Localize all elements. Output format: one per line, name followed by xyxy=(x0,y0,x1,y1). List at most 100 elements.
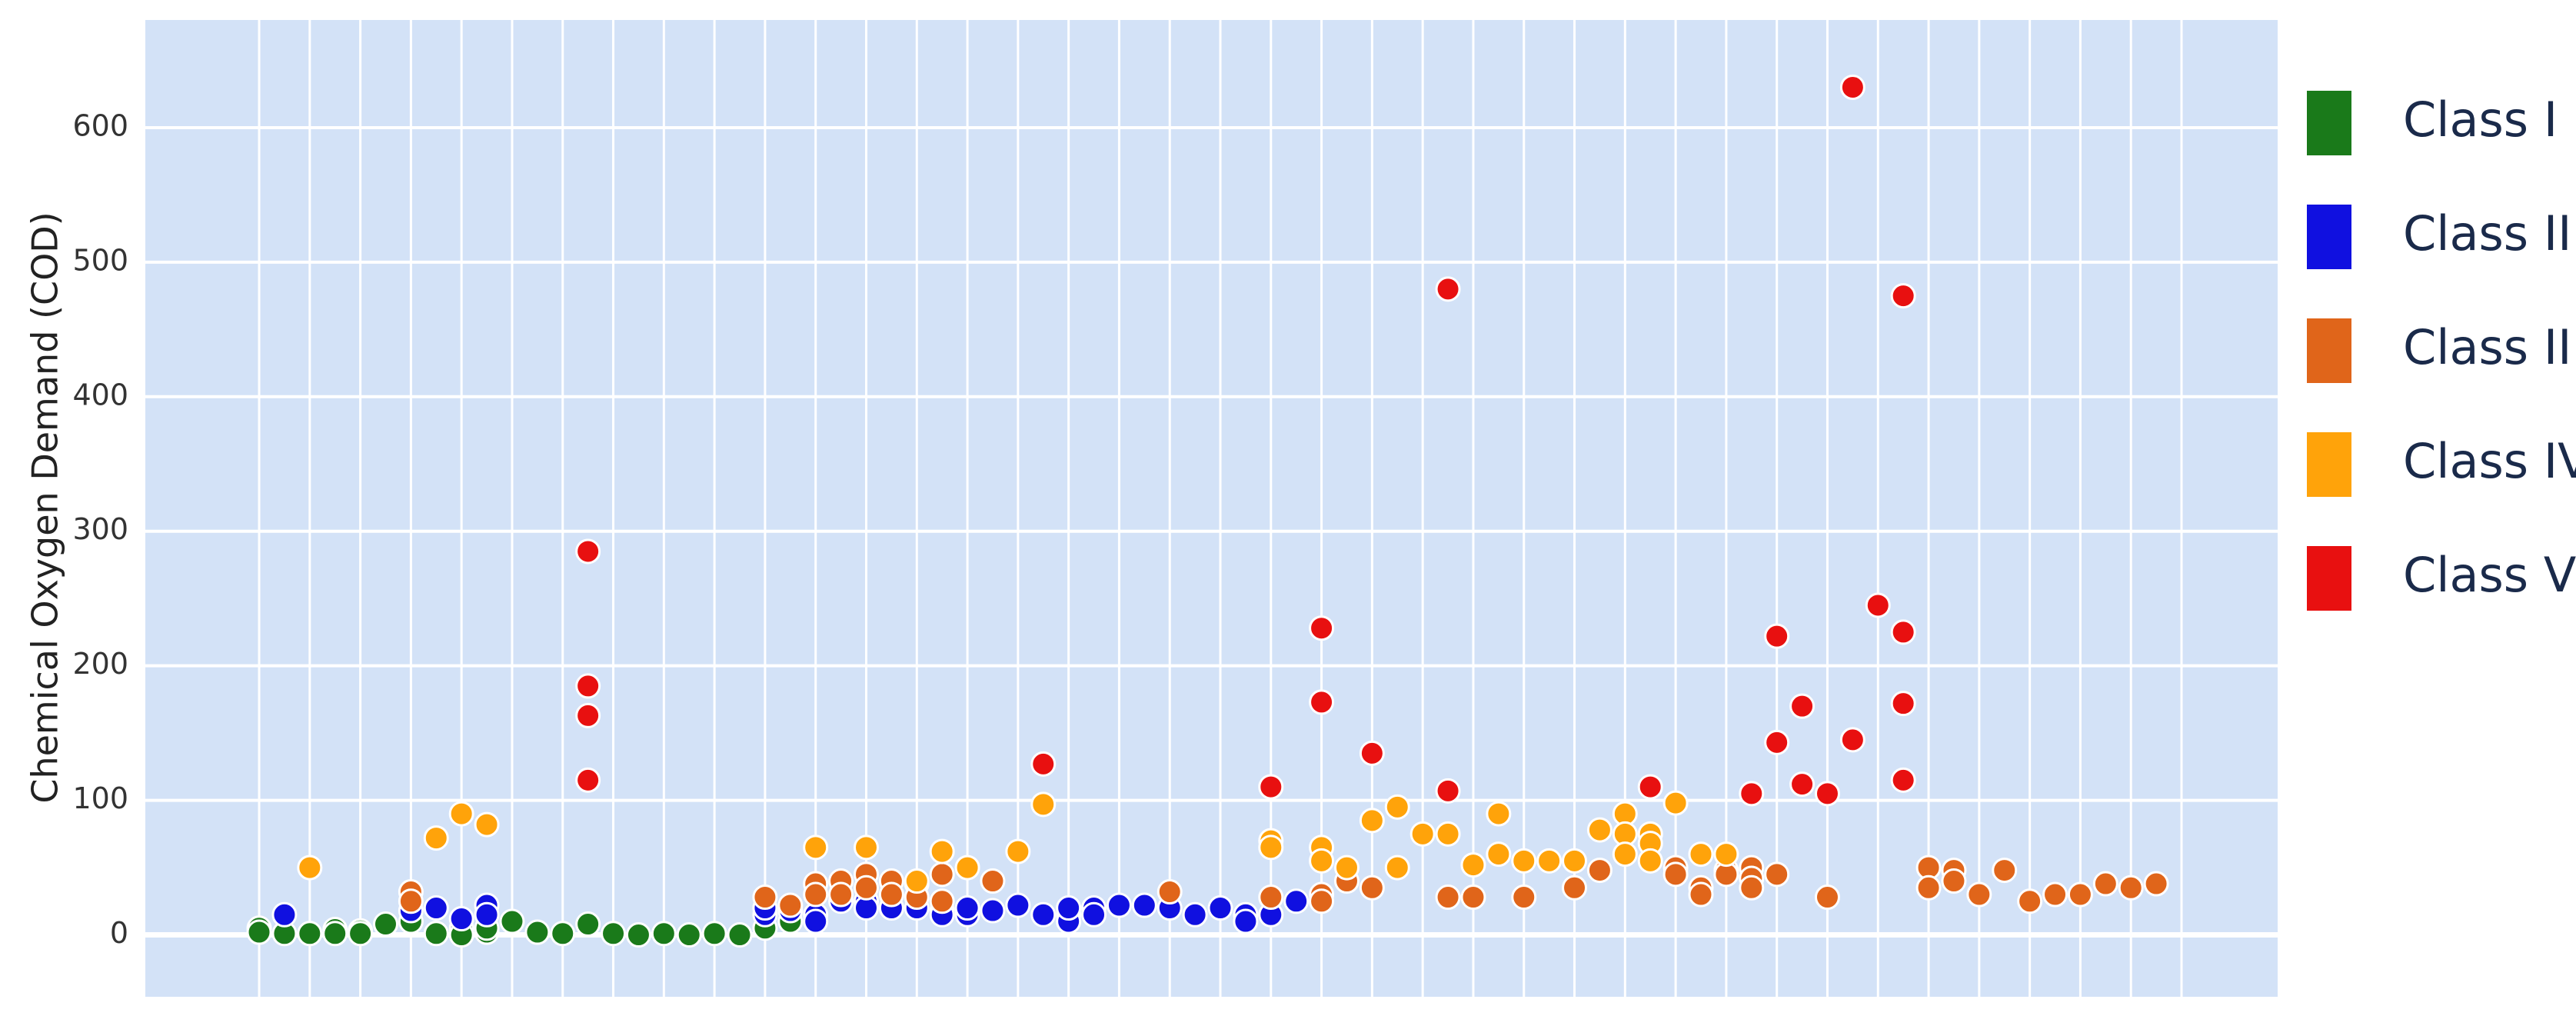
data-point xyxy=(575,767,601,793)
data-point xyxy=(575,702,601,728)
data-point xyxy=(2092,871,2118,897)
data-point xyxy=(1511,848,1537,874)
data-point xyxy=(651,921,677,947)
data-point xyxy=(1030,901,1057,928)
data-point xyxy=(1814,884,1840,911)
data-point xyxy=(929,861,955,888)
data-point xyxy=(1839,727,1865,753)
legend-label: Class IV xyxy=(2403,433,2576,489)
data-point xyxy=(2042,881,2068,908)
data-point xyxy=(1030,791,1057,818)
data-point xyxy=(1435,778,1461,804)
data-point xyxy=(1258,774,1284,800)
data-point xyxy=(1157,879,1183,905)
y-tick-label: 400 xyxy=(72,378,128,411)
data-point xyxy=(1384,854,1410,881)
data-point xyxy=(423,921,449,947)
data-point xyxy=(1005,838,1031,864)
data-point xyxy=(2143,871,2169,897)
data-point xyxy=(1612,841,1638,868)
data-point xyxy=(1713,841,1739,868)
data-point xyxy=(423,895,449,921)
data-point xyxy=(1384,794,1410,820)
legend-swatch xyxy=(2307,546,2351,611)
data-point xyxy=(1309,888,1335,914)
data-point xyxy=(575,673,601,699)
data-point xyxy=(1435,821,1461,847)
data-point xyxy=(550,921,576,947)
data-point xyxy=(601,921,627,947)
data-point xyxy=(1941,868,1967,894)
data-point xyxy=(1992,858,2018,884)
data-point xyxy=(853,834,879,861)
data-point xyxy=(1005,892,1031,918)
data-point xyxy=(1890,283,1916,309)
legend-swatch xyxy=(2307,205,2351,269)
data-point xyxy=(828,881,854,908)
legend-swatch xyxy=(2307,91,2351,155)
data-point xyxy=(1486,841,1512,868)
data-point xyxy=(575,911,601,938)
data-point xyxy=(398,888,424,914)
data-point xyxy=(1460,884,1486,911)
data-point xyxy=(1814,781,1840,807)
data-point xyxy=(1511,884,1537,911)
data-point xyxy=(1890,619,1916,645)
data-point xyxy=(904,868,930,894)
data-point xyxy=(448,906,474,932)
data-point xyxy=(1688,841,1714,868)
y-tick-label: 600 xyxy=(72,108,128,142)
data-point xyxy=(1839,74,1865,100)
data-point xyxy=(348,921,374,947)
data-point xyxy=(1359,874,1385,901)
data-point xyxy=(1359,808,1385,834)
data-point xyxy=(1182,901,1208,928)
data-point xyxy=(1258,884,1284,911)
data-point xyxy=(372,911,398,938)
data-point xyxy=(980,868,1006,894)
data-point xyxy=(1435,276,1461,302)
data-point xyxy=(524,919,551,945)
data-point xyxy=(777,892,804,918)
data-point xyxy=(271,901,298,928)
data-point xyxy=(929,838,955,864)
data-point xyxy=(1688,881,1714,908)
data-point xyxy=(1865,592,1891,618)
data-point xyxy=(727,922,753,948)
data-point xyxy=(1739,874,1765,901)
data-point xyxy=(1106,892,1132,918)
data-point xyxy=(1637,848,1663,874)
legend-label: Class V xyxy=(2403,547,2576,603)
data-point xyxy=(448,801,474,827)
data-point xyxy=(474,811,500,838)
data-point xyxy=(1890,691,1916,717)
data-point xyxy=(575,538,601,565)
data-point xyxy=(1460,852,1486,878)
data-point xyxy=(1586,858,1612,884)
data-point xyxy=(1283,888,1310,914)
data-point xyxy=(803,908,829,934)
data-point xyxy=(1536,848,1563,874)
data-point xyxy=(1637,774,1663,800)
data-point xyxy=(929,888,955,914)
legend-label: Class I xyxy=(2403,92,2558,148)
data-point xyxy=(1359,740,1385,766)
legend-label: Class II xyxy=(2403,205,2571,261)
y-tick-label: 500 xyxy=(72,243,128,277)
data-point xyxy=(1739,781,1765,807)
data-point xyxy=(474,901,500,928)
data-point xyxy=(676,922,702,948)
y-tick-label: 100 xyxy=(72,781,128,815)
data-point xyxy=(1890,767,1916,793)
data-point xyxy=(1056,895,1082,921)
data-point xyxy=(1586,817,1612,843)
data-point xyxy=(1662,861,1689,888)
data-point xyxy=(2067,881,2093,908)
data-point xyxy=(1764,861,1790,888)
legend-swatch xyxy=(2307,432,2351,497)
data-point xyxy=(1309,689,1335,715)
data-point xyxy=(1562,874,1588,901)
data-point xyxy=(803,834,829,861)
